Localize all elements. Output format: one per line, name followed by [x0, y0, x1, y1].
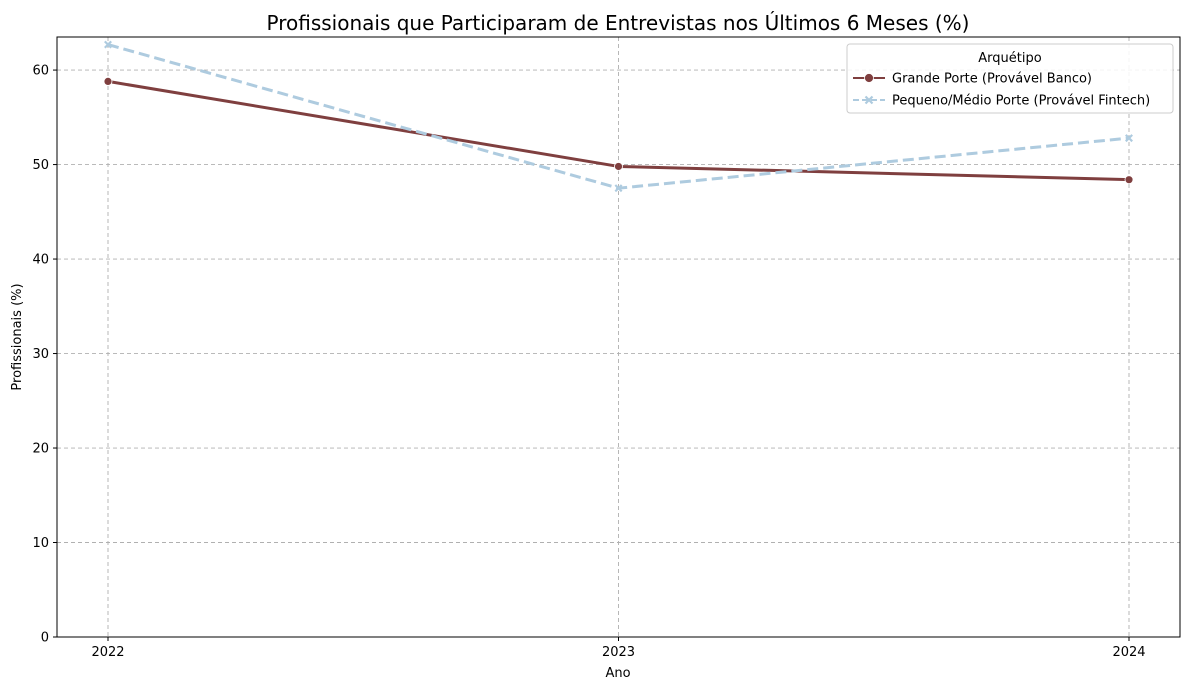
- legend: Arquétipo Grande Porte (Provável Banco) Pe…: [846, 43, 1174, 114]
- x-tick-label: 2023: [602, 645, 635, 660]
- legend-label: Pequeno/Médio Porte (Provável Fintech): [892, 94, 1150, 109]
- data-point: [1125, 134, 1133, 143]
- data-point: [104, 40, 112, 49]
- y-tick-label: 60: [32, 64, 49, 79]
- data-point: [614, 162, 623, 171]
- x-tick-label: 2024: [1112, 645, 1145, 660]
- y-tick-label: 30: [32, 347, 49, 362]
- data-point: [1124, 175, 1134, 185]
- series-group: [103, 77, 1134, 185]
- legend-title: Arquétipo: [978, 51, 1041, 66]
- x-axis-ticks: 2022 2023 2024: [91, 637, 1146, 660]
- series-layer: [103, 40, 1134, 193]
- y-tick-label: 50: [32, 158, 49, 173]
- grid-lines: [57, 37, 1180, 638]
- data-point: [103, 77, 113, 86]
- y-axis-label: Profissionais (%): [10, 283, 25, 390]
- y-tick-label: 0: [41, 631, 49, 646]
- legend-marker: [864, 73, 874, 83]
- legend-marker: [864, 95, 874, 105]
- x-tick-label: 2022: [91, 645, 124, 660]
- series-group: [104, 40, 1133, 193]
- y-tick-label: 10: [32, 536, 49, 551]
- y-tick-label: 40: [32, 253, 49, 268]
- y-axis-ticks: 0 10 20 30 40 50 60: [32, 64, 57, 646]
- data-point: [614, 184, 623, 193]
- legend-box: [846, 43, 1174, 114]
- y-tick-label: 20: [32, 442, 49, 457]
- plot-frame: [56, 36, 1181, 638]
- chart-title: Profissionais que Participaram de Entrev…: [267, 11, 970, 35]
- legend-label: Grande Porte (Provável Banco): [892, 72, 1092, 87]
- x-axis-label: Ano: [605, 666, 630, 681]
